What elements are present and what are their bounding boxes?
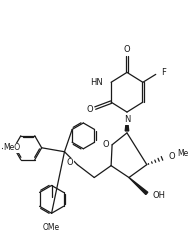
Polygon shape [125, 115, 129, 131]
Text: O: O [124, 45, 130, 54]
Text: O: O [67, 158, 73, 167]
Text: O: O [87, 105, 94, 114]
Text: O: O [103, 140, 109, 149]
Text: MeO: MeO [3, 143, 20, 152]
Text: F: F [161, 68, 166, 77]
Text: HN: HN [90, 78, 103, 87]
Text: OMe: OMe [43, 223, 60, 232]
Text: OH: OH [153, 191, 166, 200]
Text: Me: Me [178, 149, 189, 158]
Polygon shape [129, 178, 148, 195]
Text: N: N [124, 115, 130, 125]
Text: O: O [169, 152, 175, 161]
